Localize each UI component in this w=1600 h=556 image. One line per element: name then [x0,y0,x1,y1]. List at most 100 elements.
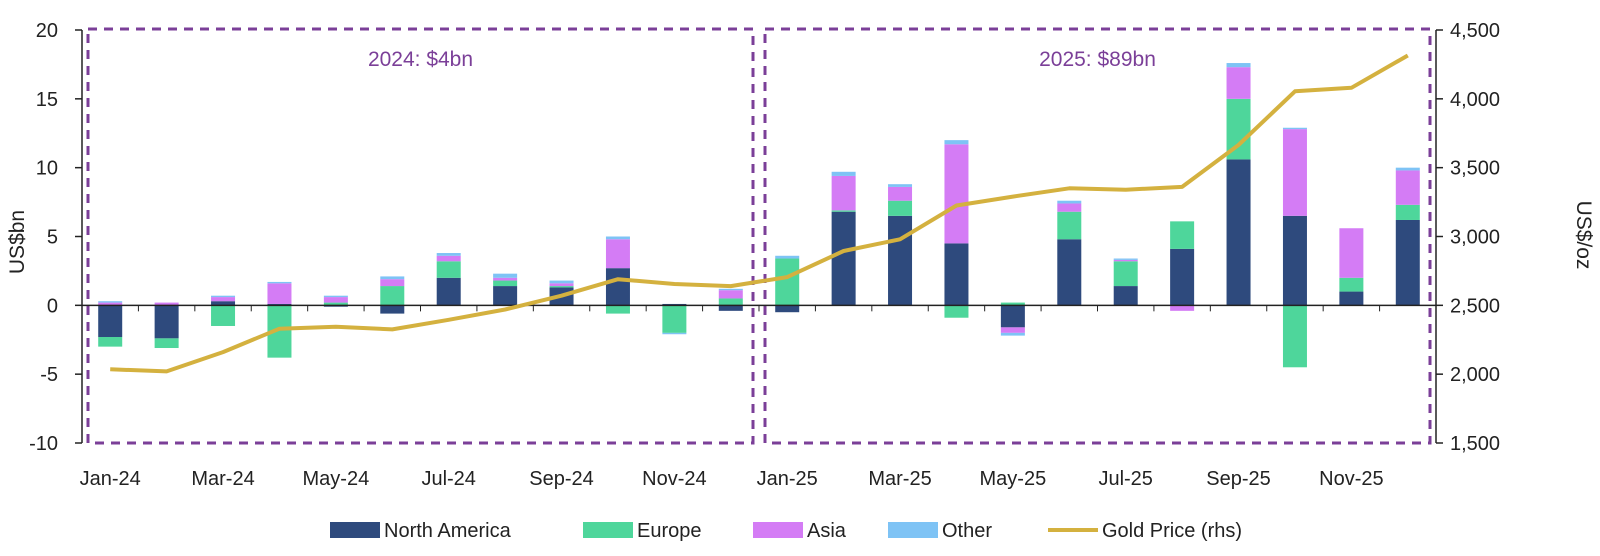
bar-asia-Mar-25 [888,186,913,201]
gold-price-line-group [110,53,1409,374]
bar-asia-Jun-25 [1057,203,1082,212]
bar-europe-Dec-25 [1395,204,1420,220]
bar-europe-Jun-24 [380,286,405,306]
bar-north-america-Sep-25 [1226,159,1251,306]
annotation-boxes [86,27,1432,445]
bar-asia-Oct-24 [605,239,630,269]
bar-north-america-Jan-25 [775,305,800,313]
bar-europe-Apr-25 [944,305,969,318]
x-tick-label: May-24 [303,468,370,490]
bar-other-Feb-25 [831,171,856,176]
bar-asia-Jun-24 [380,279,405,287]
bar-north-america-Jan-24 [98,305,123,337]
bar-europe-Jan-24 [98,336,123,347]
legend-swatch-north-america [330,522,380,538]
legend-swatch-asia [753,522,803,538]
bar-north-america-Oct-25 [1282,215,1307,306]
bar-north-america-Oct-24 [605,268,630,306]
legend-label-north-america: North America [384,520,512,542]
legend-label-other: Other [942,520,992,542]
y2-tick-label: 1,500 [1450,433,1500,455]
bar-other-Dec-24 [718,288,743,291]
bar-asia-Apr-24 [267,283,292,304]
bar-north-america-Jun-25 [1057,239,1082,306]
bar-other-Oct-24 [605,236,630,240]
bar-europe-Nov-25 [1339,277,1364,292]
y2-tick-label: 3,500 [1450,158,1500,180]
bar-europe-Jul-25 [1113,261,1138,287]
bar-asia-Sep-25 [1226,67,1251,99]
legend-swatch-other [888,522,938,538]
bar-north-america-Feb-24 [154,305,179,339]
bar-other-Jan-24 [98,301,123,303]
x-tick-label: Jan-25 [757,468,818,490]
bar-asia-Sep-24 [549,283,574,287]
bar-asia-May-25 [1000,327,1025,333]
bar-other-May-24 [323,295,348,298]
bar-north-america-Mar-24 [211,301,236,306]
bar-asia-Dec-25 [1395,170,1420,205]
bar-asia-May-24 [323,297,348,303]
bar-europe-Jun-25 [1057,211,1082,240]
bar-europe-Jan-25 [775,258,800,306]
legend-label-europe: Europe [637,520,702,542]
axes: -10 -5 0 5 10 15 20 1,500 2,000 2,500 3,000 3,500 4,… [29,20,1500,490]
x-tick-label: Sep-24 [529,468,594,490]
bar-europe-Nov-24 [662,305,687,333]
stacked-bars [98,63,1420,368]
bar-europe-Feb-24 [154,338,179,349]
bar-europe-Dec-24 [718,298,743,306]
bar-asia-Aug-25 [1170,305,1195,311]
bar-north-america-Feb-25 [831,211,856,306]
bar-europe-Oct-24 [605,305,630,314]
bar-asia-Jul-24 [436,255,461,262]
x-tick-label: Jul-24 [421,468,475,490]
bar-north-america-May-25 [1000,305,1025,328]
y2-tick-label: 4,500 [1450,20,1500,42]
gold-price-line [110,53,1409,374]
bar-europe-May-24 [323,302,348,306]
legend-label-gold-price-rhs: Gold Price (rhs) [1102,520,1242,542]
y-axis-label: US$bn [6,210,29,274]
bar-north-america-Mar-25 [888,215,913,306]
bar-europe-Feb-25 [831,210,856,212]
bar-asia-Feb-24 [154,302,179,306]
y2-tick-label: 3,000 [1450,227,1500,249]
y2-tick-label: 4,000 [1450,89,1500,111]
bar-europe-Oct-25 [1282,305,1307,368]
x-tick-label: Sep-25 [1206,468,1271,490]
y2-tick-label: 2,000 [1450,364,1500,386]
bar-other-Jun-24 [380,276,405,280]
bar-other-Mar-24 [211,295,236,298]
bar-other-Mar-25 [888,184,913,187]
bar-other-Apr-24 [267,281,292,284]
annotation-label-1: 2025: $89bn [1039,48,1156,71]
bar-north-america-Dec-25 [1395,219,1420,306]
bar-europe-Mar-25 [888,200,913,216]
legend: North America Europe Asia Other Gold Price (… [330,520,1242,542]
y-tick-label: 15 [36,89,58,111]
bar-other-Aug-24 [493,273,518,278]
bar-asia-Mar-24 [211,297,236,302]
annotation-labels: 2024: $4bn 2025: $89bn [368,48,1156,71]
x-tick-label: Mar-25 [868,468,931,490]
bar-other-Nov-24 [662,332,687,335]
bar-asia-Apr-25 [944,144,969,244]
bar-europe-Sep-24 [549,286,574,288]
bar-other-Jan-25 [775,255,800,259]
y-tick-label: 0 [47,295,58,317]
bar-asia-Feb-25 [831,175,856,211]
y2-axis-label: US$/oz [1572,201,1595,270]
bar-north-america-Jul-24 [436,277,461,306]
bar-north-america-Aug-24 [493,286,518,306]
bar-asia-Jul-25 [1113,259,1138,262]
bar-asia-Nov-25 [1339,228,1364,278]
legend-label-asia: Asia [807,520,847,542]
bar-other-May-25 [1000,332,1025,336]
bar-asia-Jan-24 [98,302,123,306]
bar-asia-Oct-25 [1282,129,1307,216]
x-tick-label: May-25 [980,468,1047,490]
bar-europe-Mar-24 [211,305,236,326]
bar-other-Dec-25 [1395,167,1420,171]
